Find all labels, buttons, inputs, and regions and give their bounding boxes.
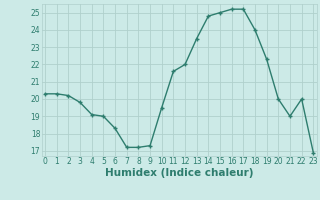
X-axis label: Humidex (Indice chaleur): Humidex (Indice chaleur) xyxy=(105,168,253,178)
